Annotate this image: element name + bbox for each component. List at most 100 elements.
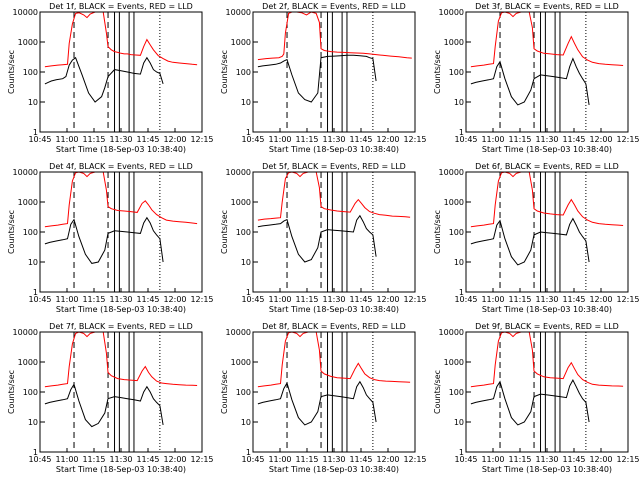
chart-panel-6: Det 6f, BLACK = Events, RED = LLD 10:45 11… — [426, 160, 639, 320]
chart-title: Det 7f, BLACK = Events, RED = LLD — [49, 322, 193, 331]
x-tick-label: 11:45 — [136, 295, 159, 304]
x-tick-label: 11:15 — [295, 135, 318, 144]
y-axis-label: Counts/sec — [220, 210, 229, 254]
plot-frame — [39, 331, 203, 453]
series-line-lld — [44, 171, 198, 228]
chart-panel-2: Det 2f, BLACK = Events, RED = LLD 10:45 11… — [213, 0, 426, 160]
x-axis-label: Start Time (18-Sep-03 10:38:40) — [482, 305, 612, 314]
x-tick-label: 12:00 — [376, 455, 399, 464]
series-line-lld — [257, 11, 412, 61]
x-tick-label: 12:00 — [589, 135, 612, 144]
y-tick-label: 100 — [23, 68, 38, 77]
x-tick-label: 12:15 — [403, 455, 426, 464]
y-tick-label: 10000 — [13, 8, 38, 17]
series-line-events — [257, 54, 377, 103]
x-tick-label: 11:30 — [535, 455, 558, 464]
y-tick-label: 100 — [236, 228, 251, 237]
x-tick-label: 10:45 — [454, 455, 477, 464]
x-tick-label: 10:45 — [28, 135, 51, 144]
x-tick-label: 12:00 — [589, 295, 612, 304]
y-tick-label: 1000 — [18, 38, 38, 47]
series-line-lld — [257, 331, 411, 388]
y-axis-label: Counts/sec — [7, 210, 16, 254]
x-tick-label: 11:15 — [82, 455, 105, 464]
x-tick-label: 12:15 — [190, 295, 213, 304]
series-line-events — [470, 57, 590, 106]
x-tick-label: 11:00 — [55, 295, 78, 304]
x-tick-label: 11:15 — [295, 295, 318, 304]
x-tick-label: 11:15 — [508, 455, 531, 464]
x-tick-label: 11:45 — [349, 135, 372, 144]
plot-frame — [252, 171, 416, 293]
chart-panel-3: Det 3f, BLACK = Events, RED = LLD 10:45 11… — [426, 0, 639, 160]
chart-panel-8: Det 8f, BLACK = Events, RED = LLD 10:45 11… — [213, 320, 426, 480]
series-line-events — [44, 383, 164, 428]
x-tick-label: 11:30 — [322, 455, 345, 464]
y-tick-label: 10000 — [439, 328, 464, 337]
x-tick-label: 11:00 — [481, 295, 504, 304]
x-tick-label: 11:45 — [136, 135, 159, 144]
y-tick-label: 1 — [33, 128, 38, 137]
x-axis-label: Start Time (18-Sep-03 10:38:40) — [269, 305, 399, 314]
x-tick-label: 12:15 — [616, 295, 639, 304]
y-tick-label: 1000 — [231, 198, 251, 207]
plot-frame — [252, 11, 416, 133]
series-line-events — [470, 217, 590, 266]
x-tick-label: 10:45 — [241, 455, 264, 464]
y-axis-label: Counts/sec — [433, 50, 442, 94]
y-tick-label: 1 — [246, 128, 251, 137]
plot-frame — [252, 331, 416, 453]
x-tick-label: 10:45 — [454, 295, 477, 304]
series-line-events — [44, 216, 164, 264]
y-tick-label: 1000 — [444, 358, 464, 367]
chart-panel-5: Det 5f, BLACK = Events, RED = LLD 10:45 11… — [213, 160, 426, 320]
x-tick-label: 11:15 — [82, 295, 105, 304]
x-axis-label: Start Time (18-Sep-03 10:38:40) — [482, 145, 612, 154]
chart-panel-9: Det 9f, BLACK = Events, RED = LLD 10:45 11… — [426, 320, 639, 480]
y-tick-label: 1000 — [18, 198, 38, 207]
y-tick-label: 100 — [449, 68, 464, 77]
y-tick-label: 10 — [454, 98, 464, 107]
y-axis-label: Counts/sec — [433, 210, 442, 254]
y-tick-label: 1000 — [231, 38, 251, 47]
x-tick-label: 10:45 — [28, 455, 51, 464]
x-tick-label: 10:45 — [28, 295, 51, 304]
y-axis-label: Counts/sec — [7, 370, 16, 414]
plot-frame — [39, 171, 203, 293]
y-tick-label: 100 — [23, 228, 38, 237]
x-tick-label: 11:30 — [109, 455, 132, 464]
y-tick-label: 1 — [459, 448, 464, 457]
chart-title: Det 4f, BLACK = Events, RED = LLD — [49, 162, 193, 171]
x-tick-label: 11:45 — [136, 455, 159, 464]
y-tick-label: 10 — [241, 258, 251, 267]
y-tick-label: 1 — [246, 288, 251, 297]
x-tick-label: 11:00 — [55, 455, 78, 464]
x-tick-label: 12:00 — [589, 455, 612, 464]
chart-title: Det 3f, BLACK = Events, RED = LLD — [475, 2, 619, 11]
x-tick-label: 11:15 — [295, 455, 318, 464]
chart-panel-4: Det 4f, BLACK = Events, RED = LLD 10:45 11… — [0, 160, 213, 320]
y-tick-label: 10000 — [226, 168, 251, 177]
x-tick-label: 12:00 — [163, 135, 186, 144]
y-tick-label: 10000 — [439, 168, 464, 177]
x-tick-label: 11:15 — [508, 295, 531, 304]
y-tick-label: 1000 — [18, 358, 38, 367]
y-tick-label: 10000 — [439, 8, 464, 17]
series-line-events — [44, 56, 164, 103]
y-tick-label: 100 — [23, 388, 38, 397]
y-tick-label: 1000 — [231, 358, 251, 367]
y-tick-label: 100 — [449, 228, 464, 237]
y-tick-label: 10 — [28, 418, 38, 427]
y-tick-label: 1 — [246, 448, 251, 457]
x-tick-label: 10:45 — [454, 135, 477, 144]
y-tick-label: 10000 — [226, 8, 251, 17]
x-tick-label: 11:30 — [322, 135, 345, 144]
x-tick-label: 10:45 — [241, 295, 264, 304]
x-tick-label: 11:45 — [349, 455, 372, 464]
plot-frame — [465, 11, 629, 133]
x-tick-label: 12:00 — [163, 295, 186, 304]
y-tick-label: 10000 — [13, 168, 38, 177]
x-axis-label: Start Time (18-Sep-03 10:38:40) — [482, 465, 612, 474]
